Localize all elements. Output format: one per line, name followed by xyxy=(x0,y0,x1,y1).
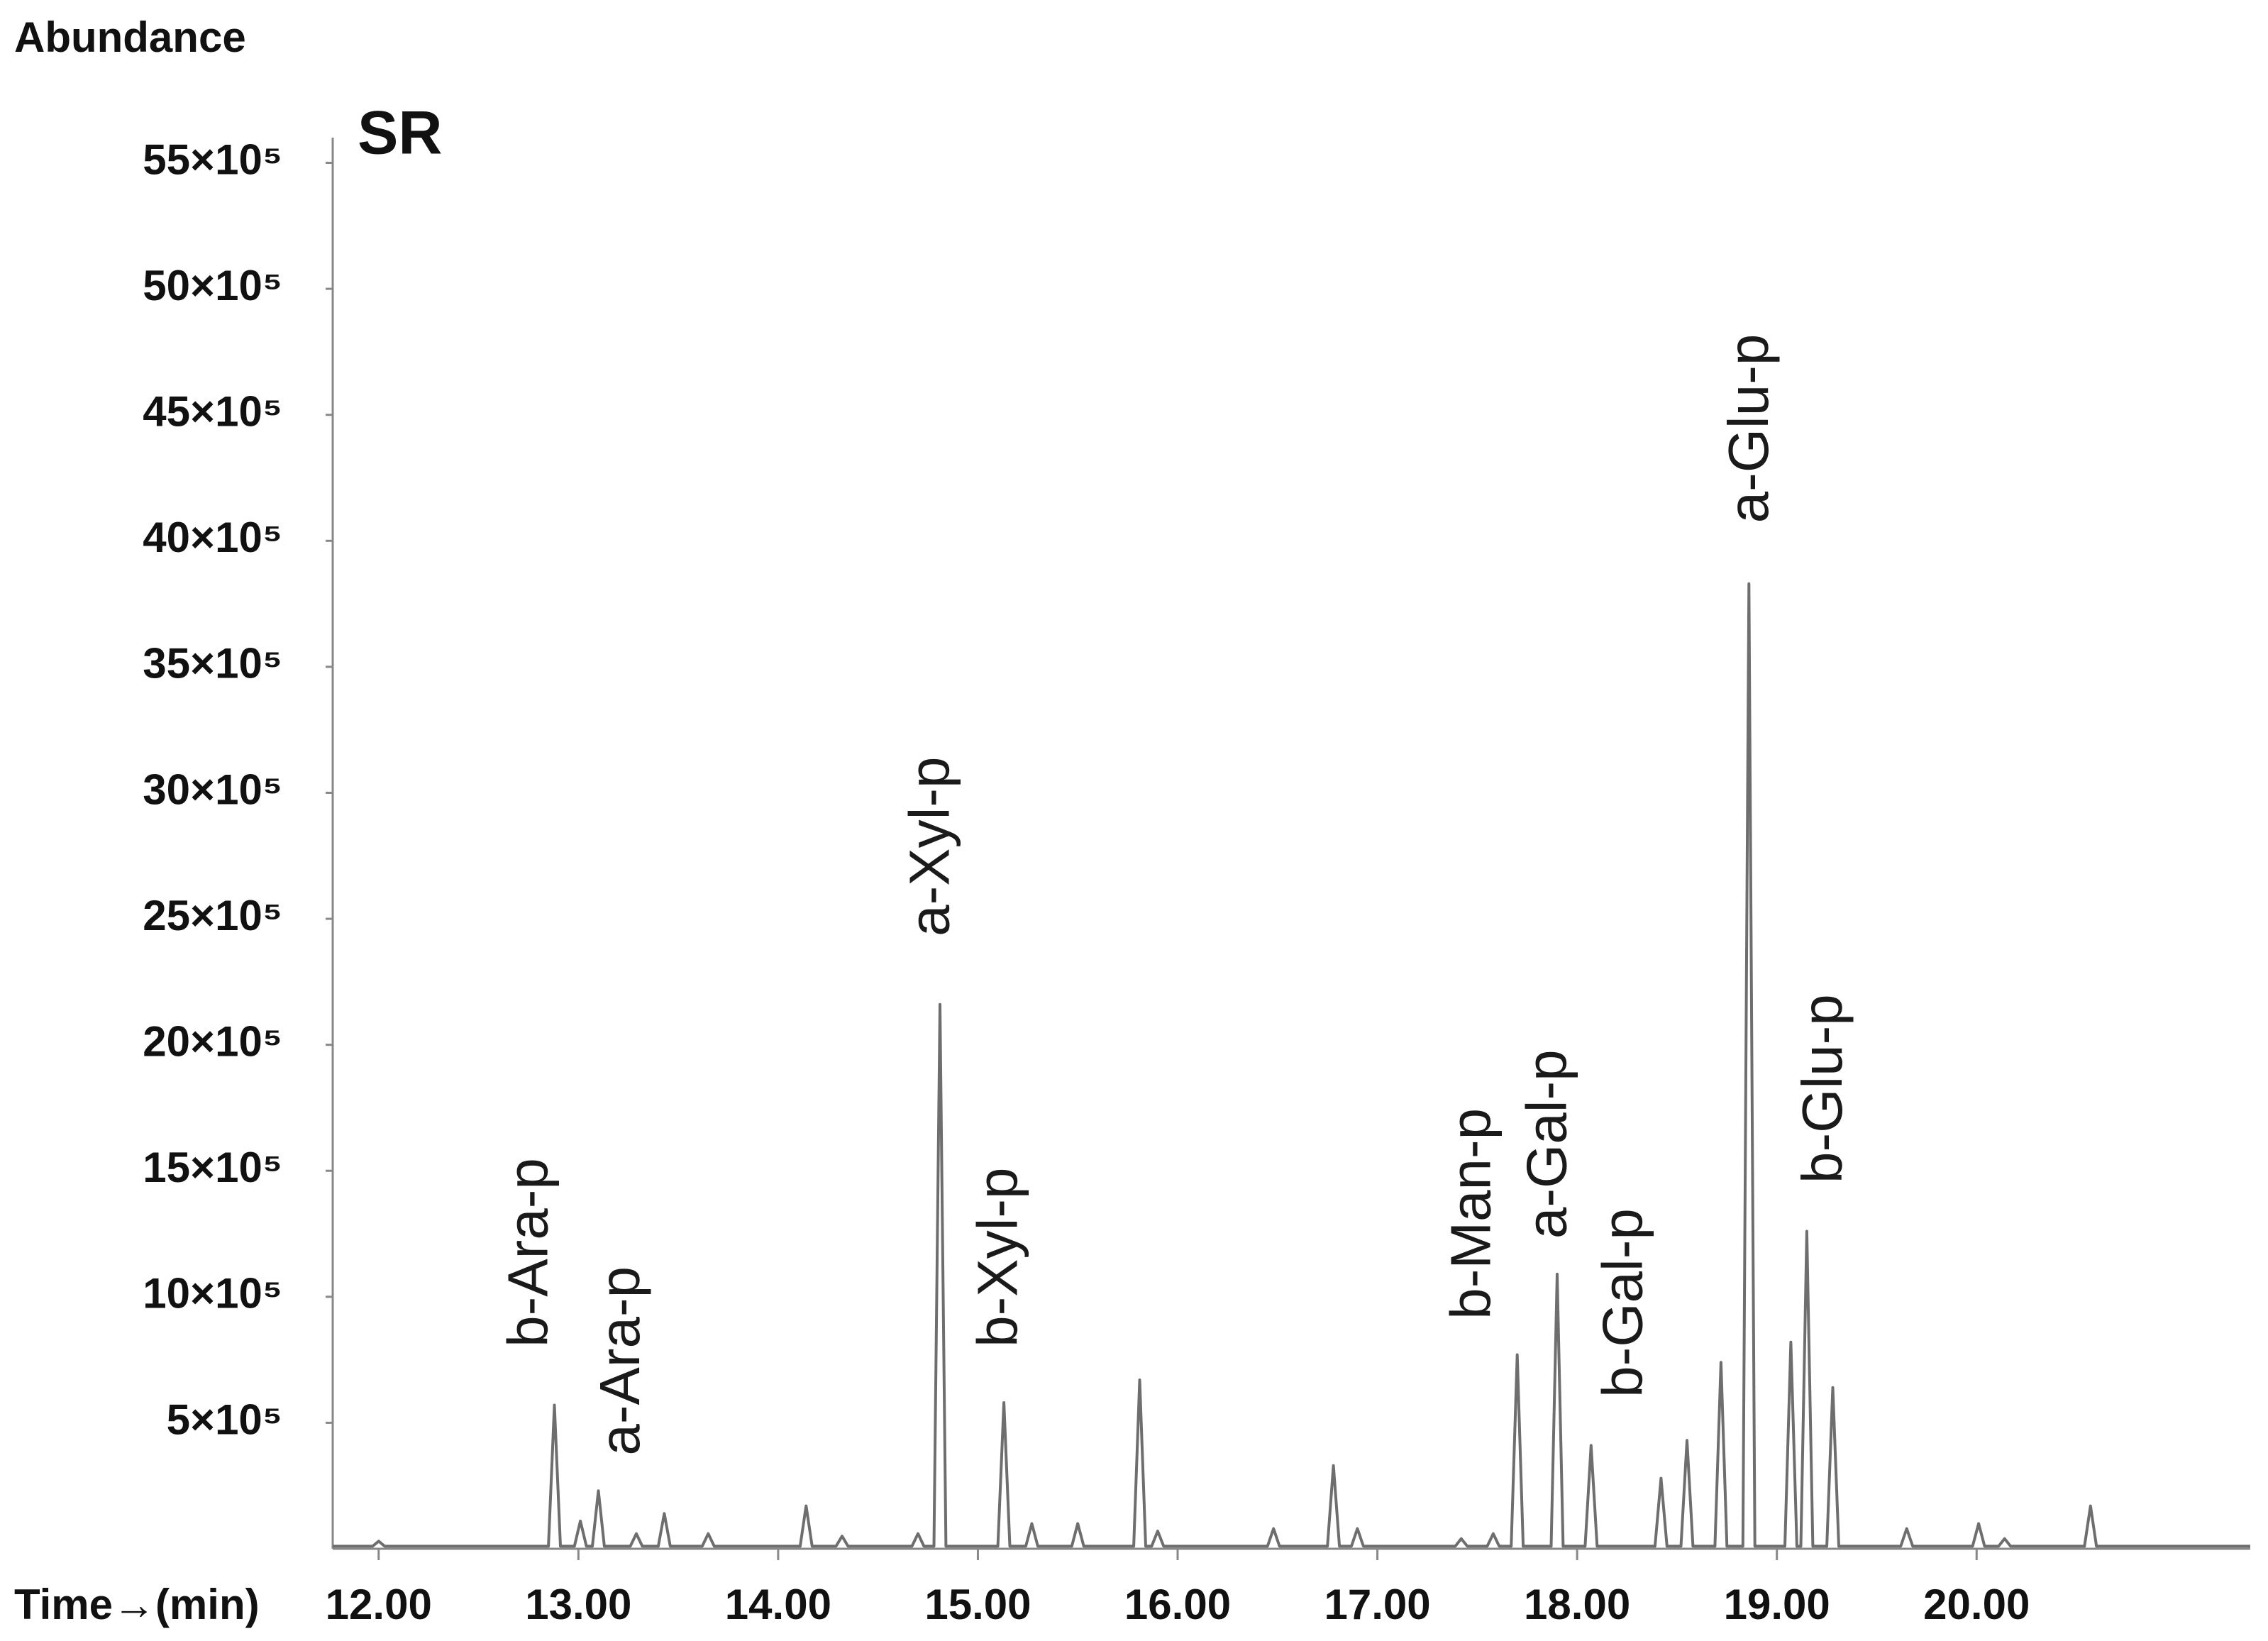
peak-label: b-Gal-p xyxy=(1591,1208,1654,1398)
peak-label: b-Man-p xyxy=(1439,1108,1503,1320)
x-tick-label: 12.00 xyxy=(326,1581,432,1628)
y-tick-label: 40×10⁵ xyxy=(143,514,282,561)
y-tick-label: 25×10⁵ xyxy=(143,892,282,939)
x-tick-label: 16.00 xyxy=(1124,1581,1231,1628)
y-tick-label: 35×10⁵ xyxy=(143,640,282,687)
peak-label: a-Ara-p xyxy=(588,1266,651,1456)
peak-label: b-Xyl-p xyxy=(966,1167,1029,1347)
peak-label: a-Xyl-p xyxy=(898,757,961,936)
x-tick-label: 13.00 xyxy=(525,1581,631,1628)
y-axis-label: Abundance xyxy=(14,13,246,61)
peak-label: b-Ara-p xyxy=(497,1158,560,1347)
peak-label: a-Gal-p xyxy=(1515,1049,1578,1239)
y-tick-label: 45×10⁵ xyxy=(143,388,282,436)
y-tick-label: 5×10⁵ xyxy=(167,1396,282,1443)
peak-label: b-Glu-p xyxy=(1791,994,1854,1183)
x-tick-label: 19.00 xyxy=(1724,1581,1830,1628)
y-tick-label: 20×10⁵ xyxy=(143,1017,282,1065)
x-tick-label: 20.00 xyxy=(1923,1581,2030,1628)
y-tick-label: 10×10⁵ xyxy=(143,1270,282,1317)
x-tick-label: 17.00 xyxy=(1324,1581,1430,1628)
y-tick-label: 30×10⁵ xyxy=(143,766,282,813)
chromatogram-line xyxy=(333,582,2250,1548)
y-tick-label: 15×10⁵ xyxy=(143,1144,282,1191)
peak-label: a-Glu-p xyxy=(1717,334,1780,524)
x-tick-label: 15.00 xyxy=(924,1581,1031,1628)
panel-title: SR xyxy=(358,99,442,167)
x-tick-label: 18.00 xyxy=(1524,1581,1630,1628)
x-tick-label: 14.00 xyxy=(725,1581,831,1628)
y-tick-label: 55×10⁵ xyxy=(143,136,282,183)
y-tick-label: 50×10⁵ xyxy=(143,262,282,309)
x-axis-label: Time→(min) xyxy=(14,1581,260,1628)
